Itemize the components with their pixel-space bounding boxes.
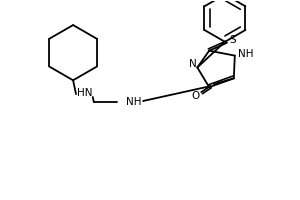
Text: NH: NH bbox=[127, 97, 142, 107]
Text: O: O bbox=[191, 91, 200, 101]
Text: N: N bbox=[188, 59, 196, 69]
Text: S: S bbox=[230, 35, 236, 45]
Text: NH: NH bbox=[238, 49, 254, 59]
Text: HN: HN bbox=[77, 88, 93, 98]
